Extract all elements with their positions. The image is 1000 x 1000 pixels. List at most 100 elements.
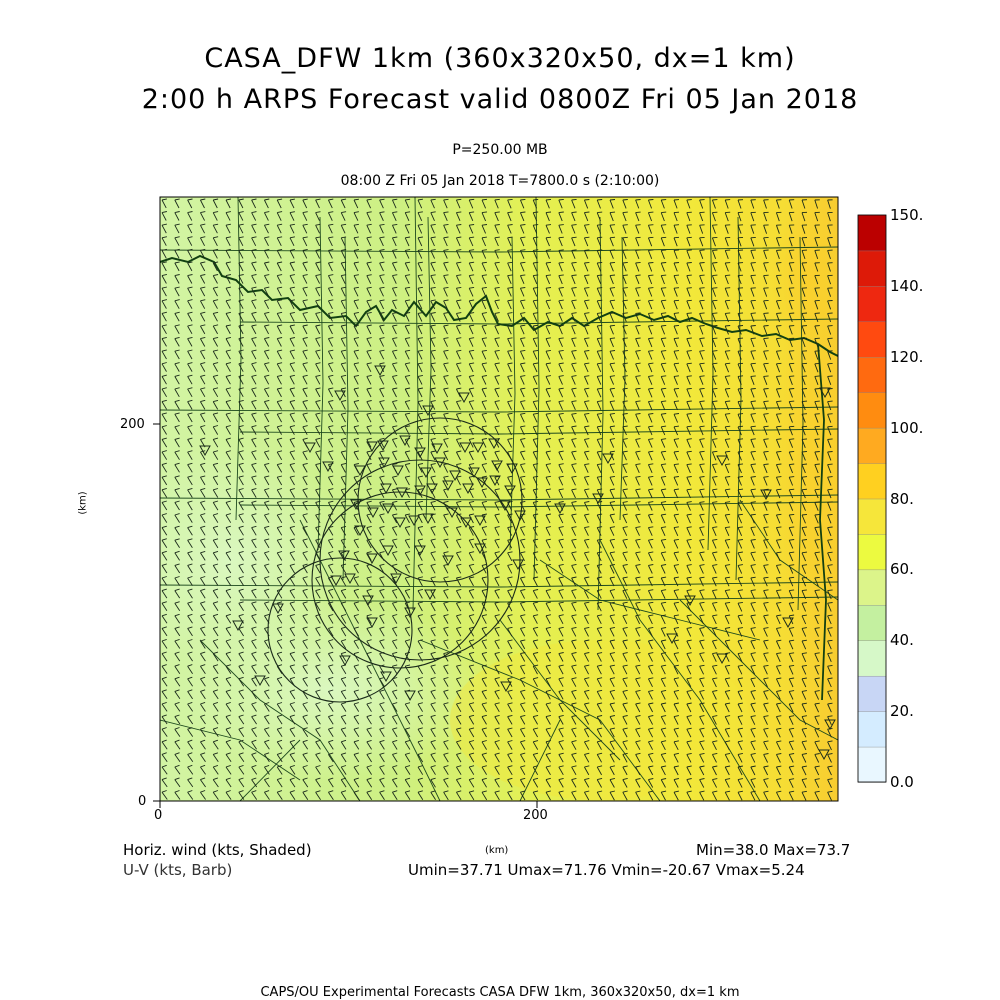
wind-barb — [724, 589, 731, 599]
wind-barb — [814, 539, 820, 549]
wind-barb — [673, 476, 679, 486]
wind-barb — [660, 765, 667, 776]
wind-barb — [199, 198, 206, 209]
wind-barb — [750, 325, 756, 335]
wind-barb — [238, 588, 244, 599]
wind-barb — [264, 488, 270, 498]
wind-barb — [340, 400, 347, 410]
wind-barb — [596, 387, 603, 398]
wind-barb — [596, 740, 603, 750]
wind-barb — [775, 790, 782, 801]
wind-barb — [174, 274, 180, 284]
wind-barb — [417, 425, 423, 436]
wind-barb — [174, 248, 180, 259]
wind-barb — [507, 337, 513, 347]
wind-barb — [699, 350, 705, 360]
wind-barb — [302, 324, 308, 335]
wind-barb — [225, 777, 232, 788]
wind-barb — [609, 777, 616, 788]
wind-barb — [699, 262, 705, 272]
wind-barb — [724, 438, 731, 448]
wind-barb — [814, 325, 820, 335]
wind-barb — [775, 224, 782, 234]
wind-barb — [660, 689, 667, 700]
wind-barb — [699, 752, 705, 763]
wind-barb — [302, 462, 308, 473]
wind-barb — [468, 614, 475, 624]
wind-barb — [238, 702, 245, 712]
wind-barb — [545, 576, 551, 587]
wind-barb — [724, 413, 731, 423]
wind-barb — [212, 336, 219, 347]
wind-barb — [609, 513, 615, 524]
wind-barb — [315, 752, 321, 763]
wind-barb — [468, 387, 475, 398]
wind-barb — [558, 375, 564, 385]
wind-barb — [468, 286, 475, 297]
wind-barb — [494, 324, 500, 335]
wind-barb — [699, 450, 705, 461]
wind-barb — [238, 664, 245, 674]
wind-barb — [212, 601, 219, 612]
wind-barb — [686, 287, 692, 297]
wind-barb — [507, 400, 513, 410]
wind-barb — [328, 563, 334, 574]
wind-barb — [315, 664, 321, 675]
wind-barb — [468, 224, 475, 234]
wind-barb — [788, 614, 795, 625]
wind-barb — [328, 425, 334, 435]
wind-barb — [494, 261, 500, 272]
station-triangle — [422, 513, 434, 525]
wind-barb — [430, 223, 436, 234]
wind-barb — [814, 388, 820, 398]
wind-barb — [161, 638, 168, 649]
wind-barb — [366, 790, 373, 801]
wind-barb — [609, 501, 615, 511]
wind-barb — [468, 349, 475, 360]
wind-barb — [327, 261, 334, 272]
colorbar-segment — [857, 569, 887, 606]
wind-barb — [635, 488, 641, 499]
wind-barb — [622, 236, 628, 247]
wind-barb — [366, 576, 372, 587]
wind-barb — [571, 438, 577, 448]
wind-barb — [814, 463, 820, 474]
wind-barb — [545, 198, 552, 209]
station-triangle — [362, 595, 374, 607]
wind-barb — [366, 777, 373, 788]
wind-barb — [622, 463, 628, 473]
wind-barb — [545, 501, 551, 511]
wind-barb — [635, 614, 641, 625]
wind-barb — [699, 224, 705, 234]
wind-barb — [635, 224, 641, 234]
wind-barb — [801, 614, 807, 625]
wind-barb — [481, 689, 487, 700]
wind-barb — [315, 311, 321, 322]
wind-barb — [468, 261, 475, 272]
wind-barb — [238, 777, 245, 788]
wind-barb — [763, 715, 769, 725]
wind-barb — [788, 450, 795, 461]
wind-barb — [340, 765, 347, 775]
wind-barb — [558, 664, 564, 675]
wind-barb — [724, 337, 731, 348]
wind-barb — [340, 374, 347, 385]
wind-barb — [379, 198, 385, 209]
wind-barb — [494, 236, 500, 247]
wind-barb — [264, 551, 270, 561]
wind-barb — [276, 777, 283, 788]
wind-barb — [545, 740, 552, 750]
wind-barb — [635, 450, 641, 461]
wind-barb — [814, 526, 820, 537]
station-triangle — [414, 545, 426, 557]
wind-barb — [596, 626, 603, 637]
wind-barb — [404, 249, 411, 259]
wind-barb — [392, 727, 398, 738]
wind-barb — [328, 500, 334, 511]
wind-barb — [456, 601, 462, 612]
wind-barb — [763, 337, 769, 348]
wind-barb — [494, 274, 500, 284]
wind-barb — [647, 199, 654, 209]
wind-barb — [724, 690, 731, 700]
station-triangle — [338, 550, 350, 562]
